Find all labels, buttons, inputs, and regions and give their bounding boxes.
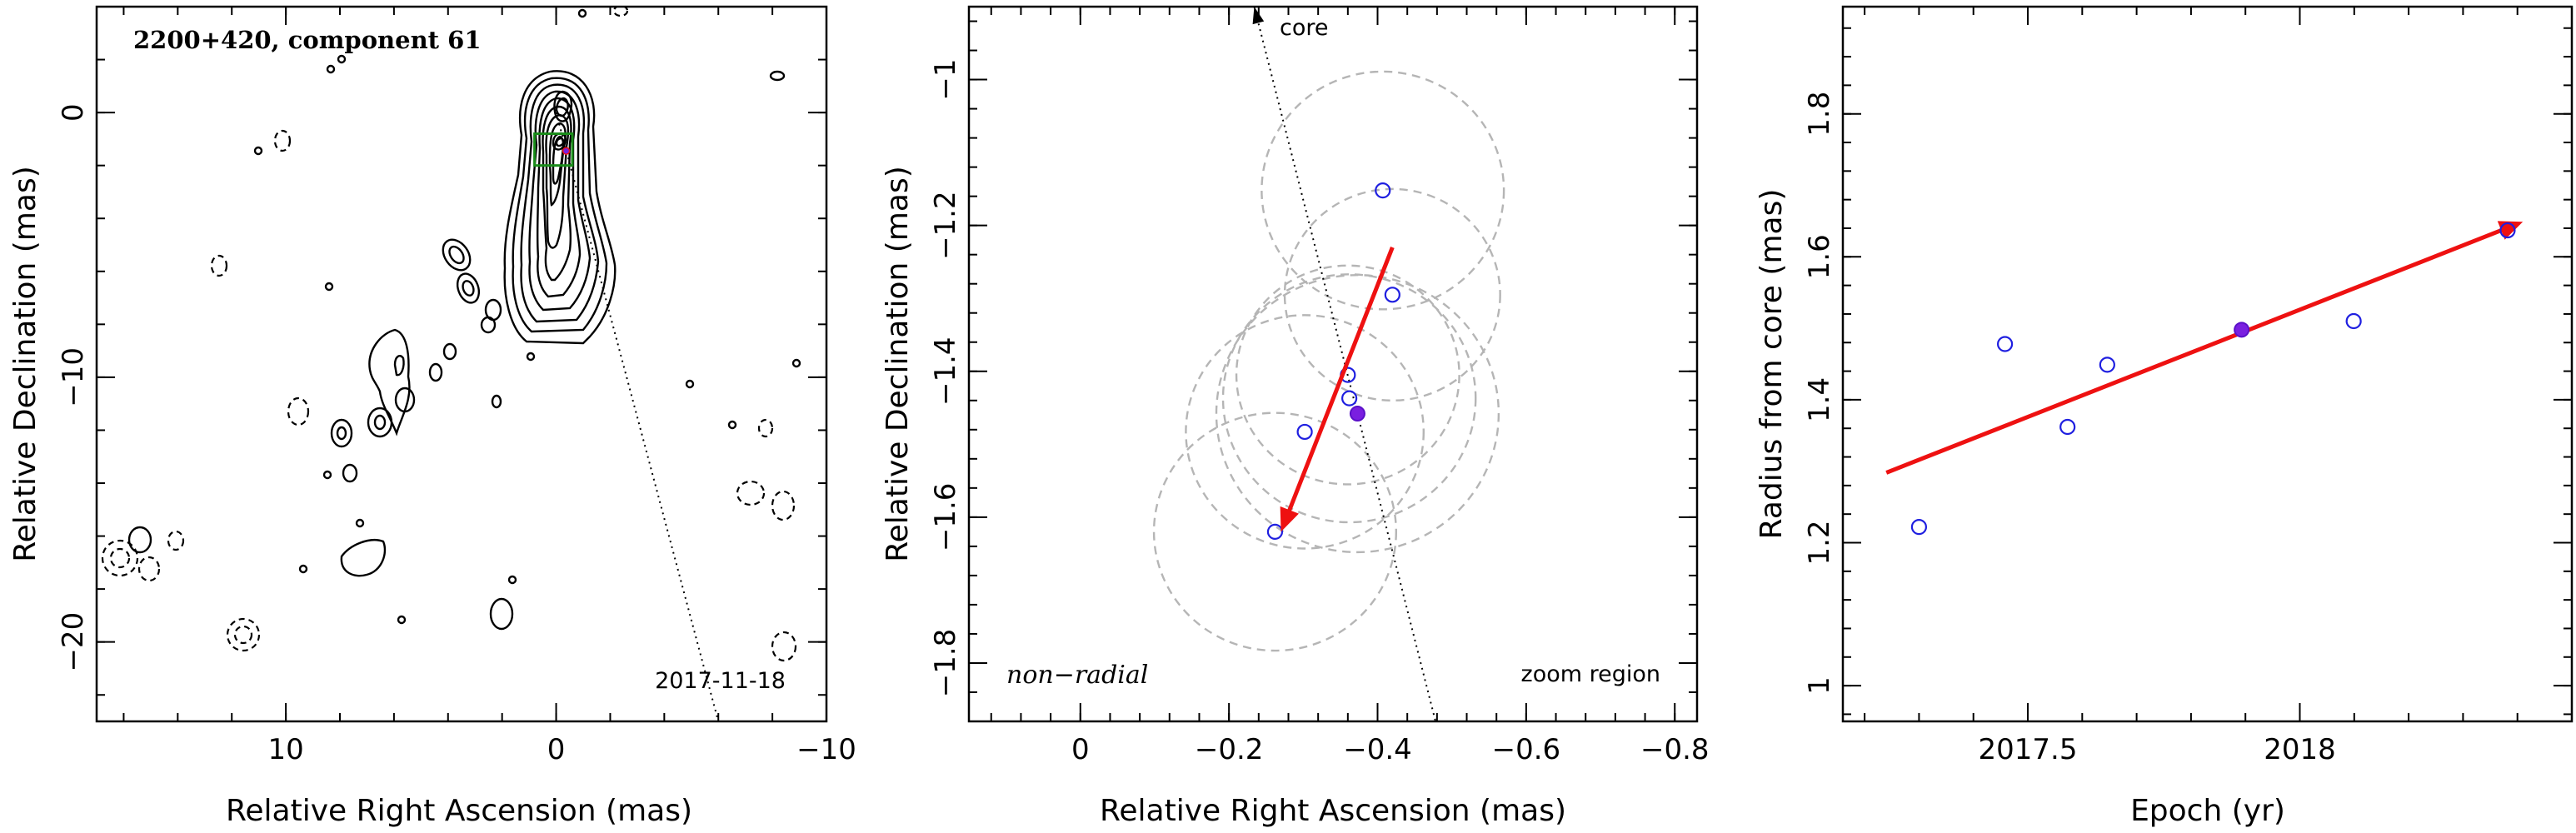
current-epoch-point bbox=[2234, 322, 2250, 338]
panel1-x-tick-label: 0 bbox=[547, 733, 566, 766]
panel1-x-axis-label: Relative Right Ascension (mas) bbox=[226, 794, 692, 828]
panel1-frame bbox=[95, 5, 828, 723]
motion-vector-head bbox=[1280, 506, 1299, 532]
radius-points bbox=[1910, 222, 2516, 536]
jet-contours bbox=[503, 70, 617, 345]
component-marker bbox=[562, 147, 571, 155]
fit-circle bbox=[1235, 264, 1460, 486]
fit-circle bbox=[1283, 187, 1501, 402]
current-epoch-point bbox=[1349, 406, 1365, 422]
epoch-label: 2017-11-18 bbox=[655, 668, 786, 694]
panel-radius-epoch: 2017.5 2018 1 1.2 1.4 1.6 1.8 Epoch (yr) Radiu… bbox=[1755, 5, 2574, 828]
panel3-y-axis-label: Radius from core (mas) bbox=[1755, 189, 1789, 540]
radius-point bbox=[1996, 336, 2014, 352]
panel3-frame bbox=[1841, 5, 2574, 723]
panel3-y-tick-label: 1.8 bbox=[1803, 92, 1836, 137]
outer-contours bbox=[127, 8, 801, 631]
non-radial-label: non−radial bbox=[1006, 661, 1148, 690]
core-label: core bbox=[1280, 15, 1328, 41]
fit-circle bbox=[1215, 273, 1500, 554]
panel1-y-axis-label: Relative Declination (mas) bbox=[8, 166, 42, 562]
panel2-x-tick-label: −0.2 bbox=[1195, 733, 1264, 766]
panel2-y-tick-label: −1.8 bbox=[929, 629, 962, 698]
panel1-axes: 10 0 −10 0 −10 −20 bbox=[57, 6, 856, 766]
zoom-region-label: zoom region bbox=[1521, 661, 1660, 687]
panel1-x-tick-label: −10 bbox=[796, 733, 856, 766]
panel2-x-tick-label: 0 bbox=[1071, 733, 1090, 766]
zoom-region-box bbox=[533, 132, 574, 167]
panel1-y-tick-label: 0 bbox=[57, 103, 90, 122]
panel3-x-tick-label: 2018 bbox=[2264, 733, 2336, 766]
panel3-x-tick-label: 2017.5 bbox=[1979, 733, 2078, 766]
radius-point bbox=[2099, 357, 2115, 373]
panel1-x-tick-label: 10 bbox=[267, 733, 303, 766]
panel2-x-axis-label: Relative Right Ascension (mas) bbox=[1100, 794, 1566, 828]
panel2-frame bbox=[967, 5, 1699, 723]
epoch-point bbox=[1341, 390, 1358, 407]
panel-zoom-region: core non−radial zoom region 0 −0.2 −0.4 −0.… bbox=[881, 5, 1710, 828]
panel2-x-tick-label: −0.6 bbox=[1492, 733, 1561, 766]
panel2-y-tick-label: −1 bbox=[929, 58, 962, 100]
panel3-y-tick-label: 1.2 bbox=[1803, 520, 1836, 565]
epoch-point bbox=[1375, 182, 1391, 199]
core-direction-line bbox=[555, 112, 720, 721]
panel1-title: 2200+420, component 61 bbox=[133, 26, 482, 54]
panel2-y-tick-label: −1.2 bbox=[929, 191, 962, 260]
fit-circle bbox=[1152, 412, 1398, 652]
panel3-axes: 2017.5 2018 1 1.2 1.4 1.6 1.8 bbox=[1803, 7, 2573, 766]
radial-fit-line bbox=[1885, 227, 2507, 475]
contour-layer bbox=[101, 7, 801, 721]
panel3-y-tick-label: 1 bbox=[1803, 676, 1836, 695]
radius-point bbox=[2345, 312, 2362, 330]
panel2-y-axis-label: Relative Declination (mas) bbox=[881, 166, 915, 562]
panel3-y-tick-label: 1.4 bbox=[1803, 377, 1836, 422]
panel2-y-tick-label: −1.6 bbox=[929, 483, 962, 552]
fit-circle bbox=[1221, 273, 1477, 524]
radius-point bbox=[1910, 519, 1928, 536]
panel3-x-axis-label: Epoch (yr) bbox=[2130, 794, 2285, 828]
radius-point bbox=[2499, 222, 2516, 239]
epoch-point bbox=[1296, 423, 1313, 441]
component-positions bbox=[1266, 182, 1400, 540]
epoch-point bbox=[1384, 287, 1400, 303]
panel2-axes: 0 −0.2 −0.4 −0.6 −0.8 −1 −1.2 −1.4 −1.6 −1.8 bbox=[929, 7, 1710, 766]
panel2-x-tick-label: −0.4 bbox=[1343, 733, 1412, 766]
panel2-y-tick-label: −1.4 bbox=[929, 337, 962, 406]
panel1-y-tick-label: −10 bbox=[57, 347, 90, 407]
radius-point bbox=[2059, 418, 2076, 436]
fit-circles bbox=[1152, 70, 1505, 652]
panel1-y-tick-label: −20 bbox=[57, 612, 90, 672]
fit-circle bbox=[1185, 314, 1425, 550]
panel2-x-tick-label: −0.8 bbox=[1640, 733, 1710, 766]
radial-fit-arrowhead bbox=[2497, 221, 2524, 240]
fit-circle bbox=[1261, 70, 1505, 311]
epoch-point bbox=[1266, 523, 1284, 540]
motion-vector bbox=[1286, 247, 1395, 516]
negative-contours bbox=[101, 7, 797, 662]
core-arrowhead bbox=[1252, 7, 1265, 25]
panel3-y-tick-label: 1.6 bbox=[1803, 234, 1836, 279]
panel-contour-map: 10 0 −10 0 −10 −20 2200+420, component 61 201… bbox=[8, 5, 856, 828]
